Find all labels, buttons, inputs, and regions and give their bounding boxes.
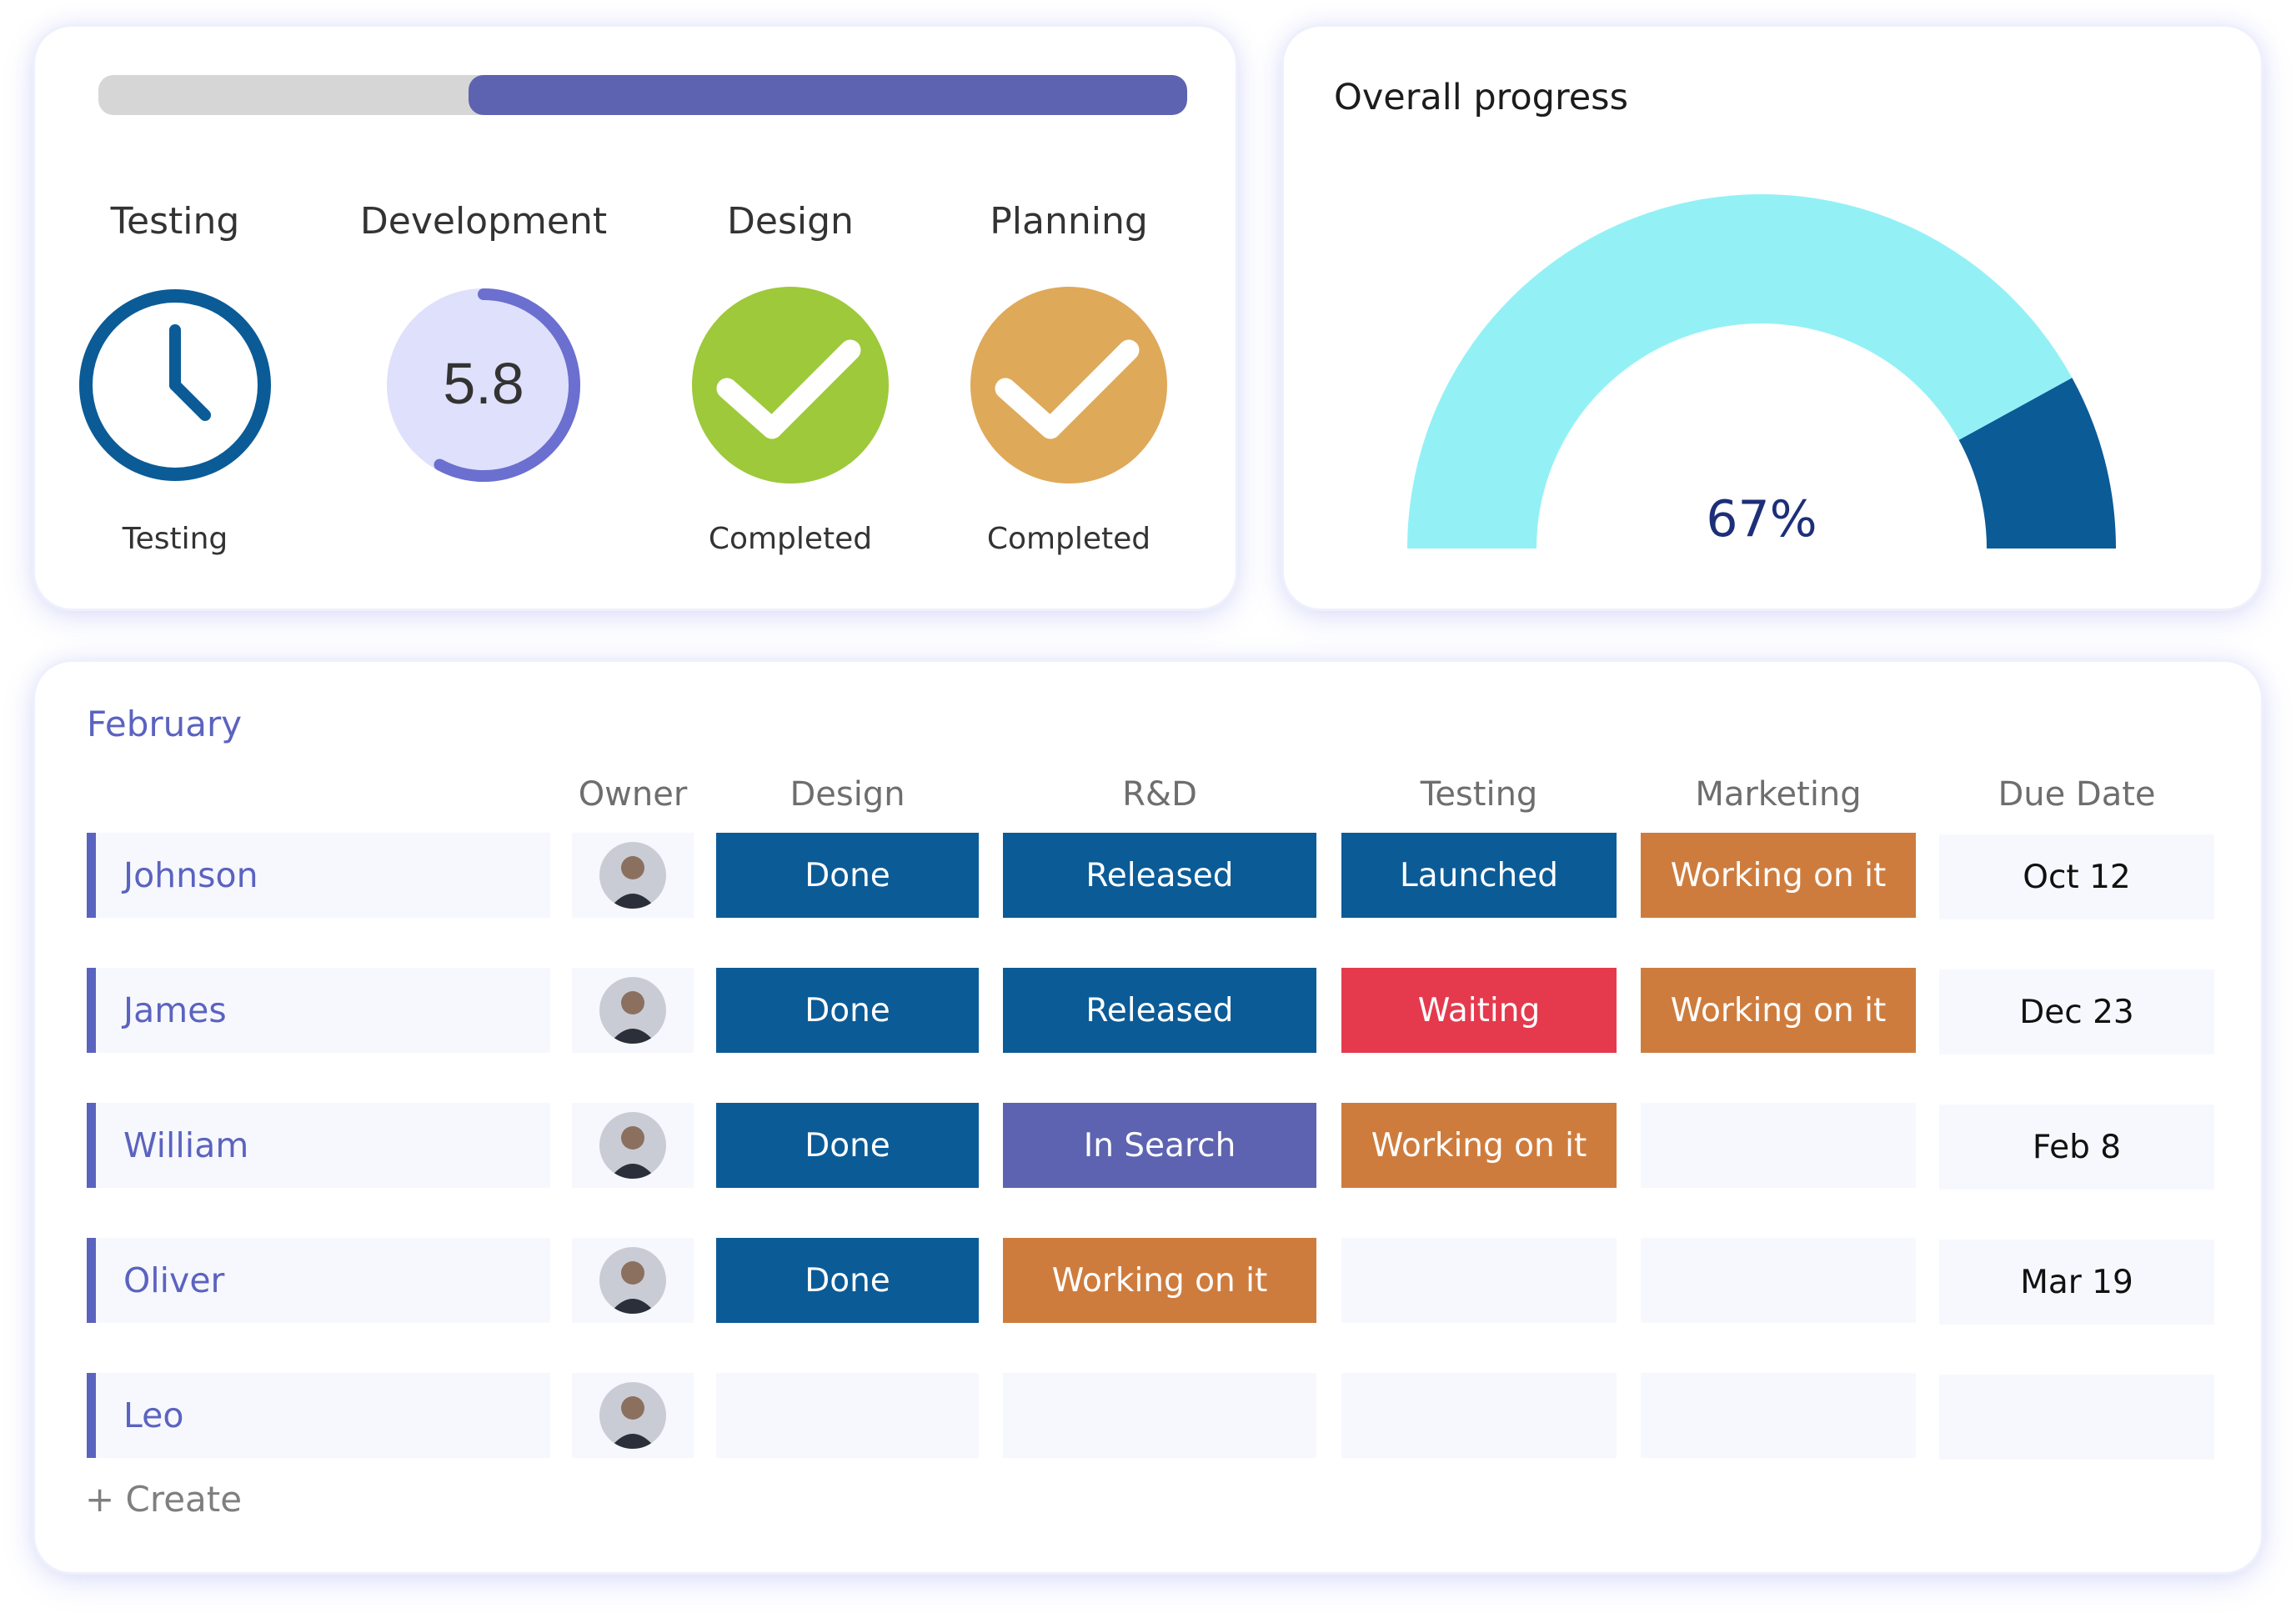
overall-progress-title: Overall progress <box>1334 77 1628 118</box>
phase-status: Testing <box>122 522 228 556</box>
empty-status-cell[interactable] <box>1641 1103 1916 1188</box>
group-title[interactable]: February <box>87 704 243 744</box>
column-header[interactable]: Due Date <box>1998 775 2156 814</box>
row-name[interactable]: Johnson <box>87 833 550 918</box>
phase-title: Development <box>359 200 608 243</box>
overall-progress-card: Overall progress 67% <box>1284 27 2261 609</box>
status-cell[interactable]: Done <box>716 1238 979 1323</box>
due-date-cell[interactable]: Oct 12 <box>1939 834 2214 919</box>
column-header[interactable]: Marketing <box>1695 775 1862 814</box>
empty-status-cell[interactable] <box>1341 1373 1617 1458</box>
row-name[interactable]: William <box>87 1103 550 1188</box>
due-date-cell[interactable]: Mar 19 <box>1939 1240 2214 1325</box>
check-icon <box>970 287 1167 483</box>
column-header[interactable]: Owner <box>578 775 688 814</box>
status-cell[interactable]: Done <box>716 1103 979 1188</box>
avatar-icon[interactable] <box>599 1112 666 1179</box>
phase-title: Planning <box>990 200 1148 243</box>
status-cell[interactable]: Released <box>1003 968 1316 1053</box>
clock-icon <box>79 289 271 481</box>
gauge-remainder-arc <box>1958 378 2116 549</box>
due-date-cell[interactable]: Dec 23 <box>1939 969 2214 1054</box>
status-cell[interactable]: Done <box>716 833 979 918</box>
status-cell[interactable]: Working on it <box>1003 1238 1316 1323</box>
row-name[interactable]: Leo <box>87 1373 550 1458</box>
status-cell[interactable]: Launched <box>1341 833 1617 918</box>
status-cell[interactable]: Released <box>1003 833 1316 918</box>
status-cell[interactable]: Working on it <box>1641 968 1916 1053</box>
create-button[interactable]: + Create <box>85 1479 243 1520</box>
owner-cell[interactable] <box>572 1373 694 1458</box>
owner-cell[interactable] <box>572 1103 694 1188</box>
phase-title: Testing <box>110 200 240 243</box>
status-cell[interactable]: Working on it <box>1641 833 1916 918</box>
board-table-card: February Owner Design R&D Testing Marketing D… <box>35 662 2261 1572</box>
owner-cell[interactable] <box>572 968 694 1053</box>
avatar-icon[interactable] <box>599 1382 666 1449</box>
check-icon <box>692 287 889 483</box>
phase-status: Completed <box>986 522 1151 556</box>
row-name[interactable]: Oliver <box>87 1238 550 1323</box>
column-header[interactable]: Design <box>790 775 905 814</box>
phase-title: Design <box>727 200 854 243</box>
row-name[interactable]: James <box>87 968 550 1053</box>
phase-status: Completed <box>708 522 873 556</box>
empty-status-cell[interactable] <box>1641 1373 1916 1458</box>
empty-status-cell[interactable] <box>1003 1373 1316 1458</box>
empty-due-date-cell[interactable] <box>1939 1375 2214 1460</box>
status-cell[interactable]: In Search <box>1003 1103 1316 1188</box>
score-value: 5.8 <box>443 351 524 416</box>
owner-cell[interactable] <box>572 1238 694 1323</box>
gauge-main-arc <box>1407 193 2073 549</box>
progress-gauge: 67% <box>1407 172 2116 559</box>
empty-status-cell[interactable] <box>1641 1238 1916 1323</box>
phase-progress-bar <box>98 75 1187 115</box>
phase-progress-fill <box>469 75 1187 115</box>
column-header[interactable]: R&D <box>1122 775 1197 814</box>
status-cell[interactable]: Done <box>716 968 979 1053</box>
phases-card: Testing Testing Development 5.8 Design C… <box>35 27 1236 609</box>
column-header[interactable]: Testing <box>1420 775 1538 814</box>
avatar-icon[interactable] <box>599 977 666 1044</box>
due-date-cell[interactable]: Feb 8 <box>1939 1105 2214 1190</box>
empty-status-cell[interactable] <box>716 1373 979 1458</box>
avatar-icon[interactable] <box>599 842 666 909</box>
avatar-icon[interactable] <box>599 1247 666 1314</box>
empty-status-cell[interactable] <box>1341 1238 1617 1323</box>
gauge-value: 67% <box>1706 490 1817 549</box>
score-ring-icon: 5.8 <box>387 288 580 482</box>
status-cell[interactable]: Working on it <box>1341 1103 1617 1188</box>
status-cell[interactable]: Waiting <box>1341 968 1617 1053</box>
owner-cell[interactable] <box>572 833 694 918</box>
